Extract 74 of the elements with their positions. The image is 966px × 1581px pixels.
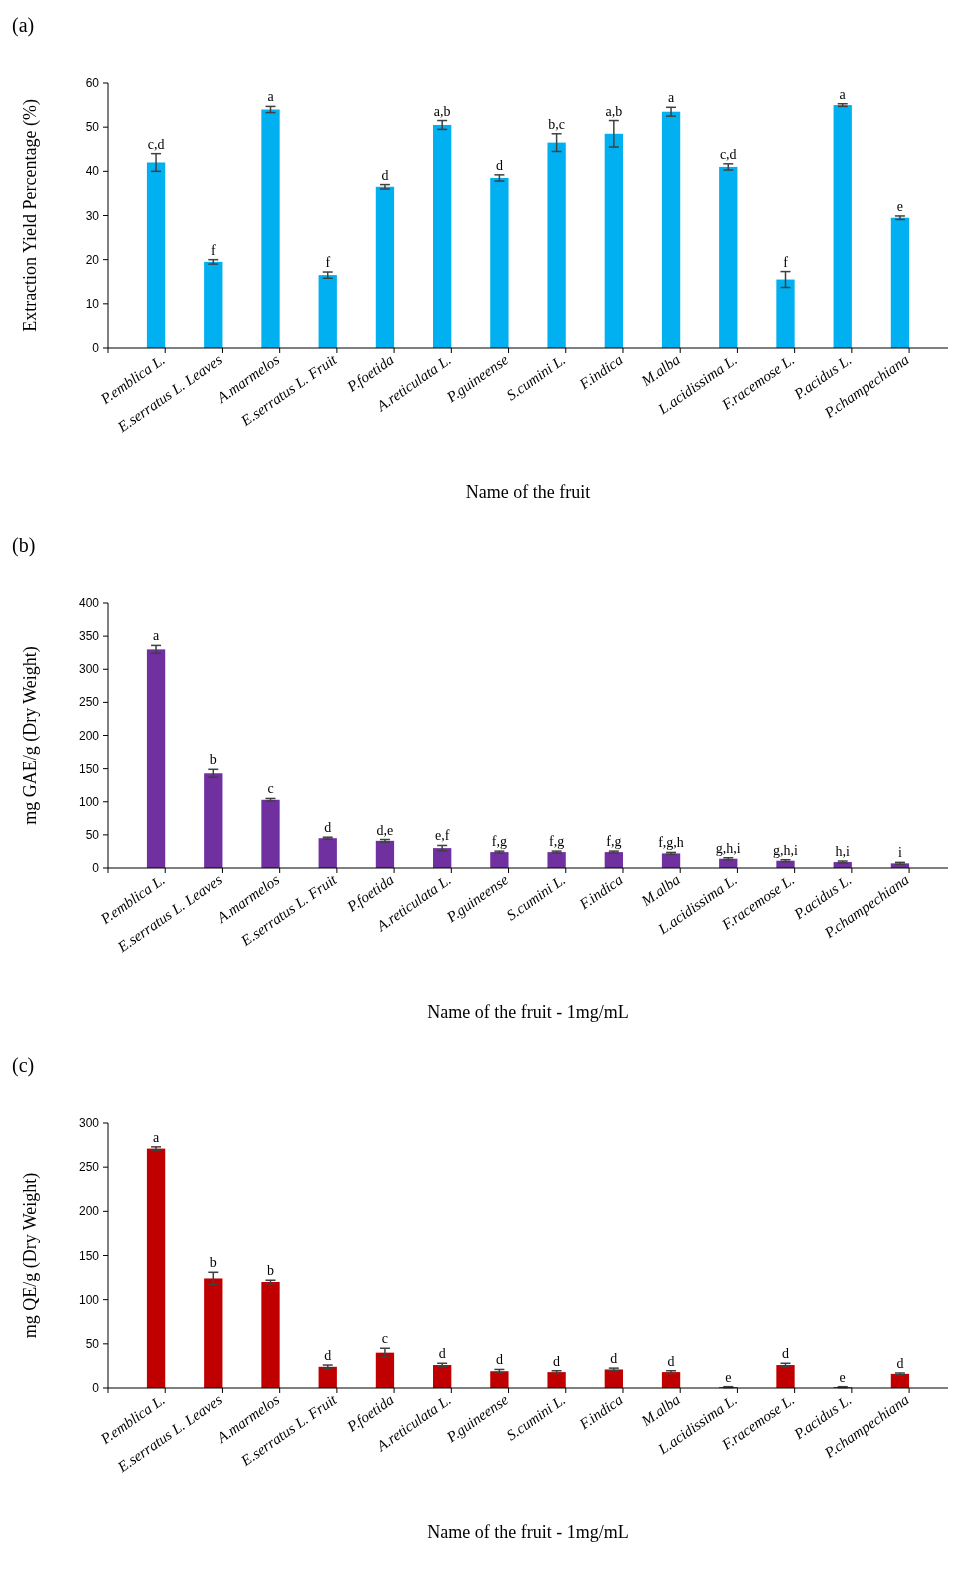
y-tick-label: 20	[85, 252, 100, 267]
data-label: a	[667, 90, 675, 106]
y-axis-title: mg GAE/g (Dry Weight)	[20, 646, 41, 825]
text: (b)	[12, 534, 36, 557]
data-label: d	[324, 820, 332, 836]
data-label: b	[267, 1263, 275, 1279]
y-tick-label: 400	[78, 596, 100, 610]
data-label: f,g,h	[658, 835, 684, 851]
data-label: d	[781, 1346, 789, 1362]
data-label: a	[839, 86, 847, 102]
data-label: c	[381, 1331, 389, 1347]
y-tick-label: 50	[85, 120, 100, 135]
data-label: c	[267, 781, 274, 797]
data-label: d	[610, 1351, 618, 1367]
data-label: d	[495, 157, 503, 173]
y-tick-label: 100	[78, 1292, 100, 1307]
y-tick-label: 150	[78, 1248, 100, 1263]
y-tick-label: 200	[78, 728, 100, 743]
data-label: b	[209, 752, 217, 768]
y-axis-title: mg QE/g (Dry Weight)	[20, 1172, 41, 1339]
y-axis-title: Extraction Yield Percentage (%)	[20, 99, 41, 332]
x-axis-title: Name of the fruit	[465, 482, 591, 502]
data-label: d	[381, 167, 389, 183]
data-label: d,e	[376, 822, 394, 838]
y-tick-label: 0	[92, 1381, 100, 1395]
y-tick-label: 350	[78, 629, 100, 644]
x-axis-title: Name of the fruit - 1mg/mL	[427, 1002, 629, 1022]
data-label: a,b	[433, 103, 451, 119]
y-tick-label: 0	[92, 861, 100, 875]
y-tick-label: 200	[78, 1204, 100, 1219]
data-label: d	[495, 1352, 503, 1368]
data-label: e	[725, 1369, 732, 1385]
y-tick-label: 250	[78, 1160, 100, 1175]
data-label: d	[667, 1353, 675, 1369]
y-tick-label: 0	[92, 341, 100, 355]
data-label: b	[209, 1255, 217, 1271]
text: (a)	[12, 14, 35, 37]
data-label: b,c	[548, 116, 565, 132]
y-tick-label: 150	[78, 761, 100, 776]
data-label: c,d	[719, 146, 737, 162]
y-tick-label: 50	[85, 827, 100, 842]
text: (c)	[12, 1054, 35, 1077]
data-label: a,b	[605, 103, 623, 119]
data-label: h,i	[835, 844, 851, 860]
data-label: e,f	[434, 828, 450, 844]
data-label: f,g	[549, 834, 565, 850]
data-label: a	[152, 1129, 160, 1145]
data-label: e	[896, 198, 904, 214]
data-label: c,d	[147, 136, 165, 152]
y-tick-label: 10	[85, 296, 100, 311]
y-tick-label: 30	[85, 208, 100, 223]
y-tick-label: 50	[85, 1336, 100, 1351]
y-tick-label: 60	[85, 76, 100, 90]
data-label: d	[438, 1346, 446, 1362]
y-tick-label: 300	[78, 1116, 100, 1130]
data-label: e	[839, 1369, 846, 1385]
data-label: a	[267, 89, 275, 105]
y-tick-label: 250	[78, 695, 100, 710]
x-axis-title: Name of the fruit - 1mg/mL	[427, 1522, 629, 1542]
data-label: f,g	[491, 834, 507, 850]
data-label: f	[325, 255, 331, 271]
data-label: d	[896, 1355, 904, 1371]
data-label: i	[897, 845, 902, 861]
data-label: g,h,i	[715, 840, 741, 856]
data-label: g,h,i	[773, 842, 799, 858]
data-label: d	[553, 1353, 561, 1369]
data-label: f,g	[606, 834, 622, 850]
data-label: d	[324, 1348, 332, 1364]
data-label: f	[210, 242, 216, 258]
y-tick-label: 100	[78, 794, 100, 809]
data-label: a	[152, 628, 160, 644]
data-label: f	[783, 254, 789, 270]
y-tick-label: 300	[78, 662, 100, 677]
y-tick-label: 40	[85, 164, 100, 179]
